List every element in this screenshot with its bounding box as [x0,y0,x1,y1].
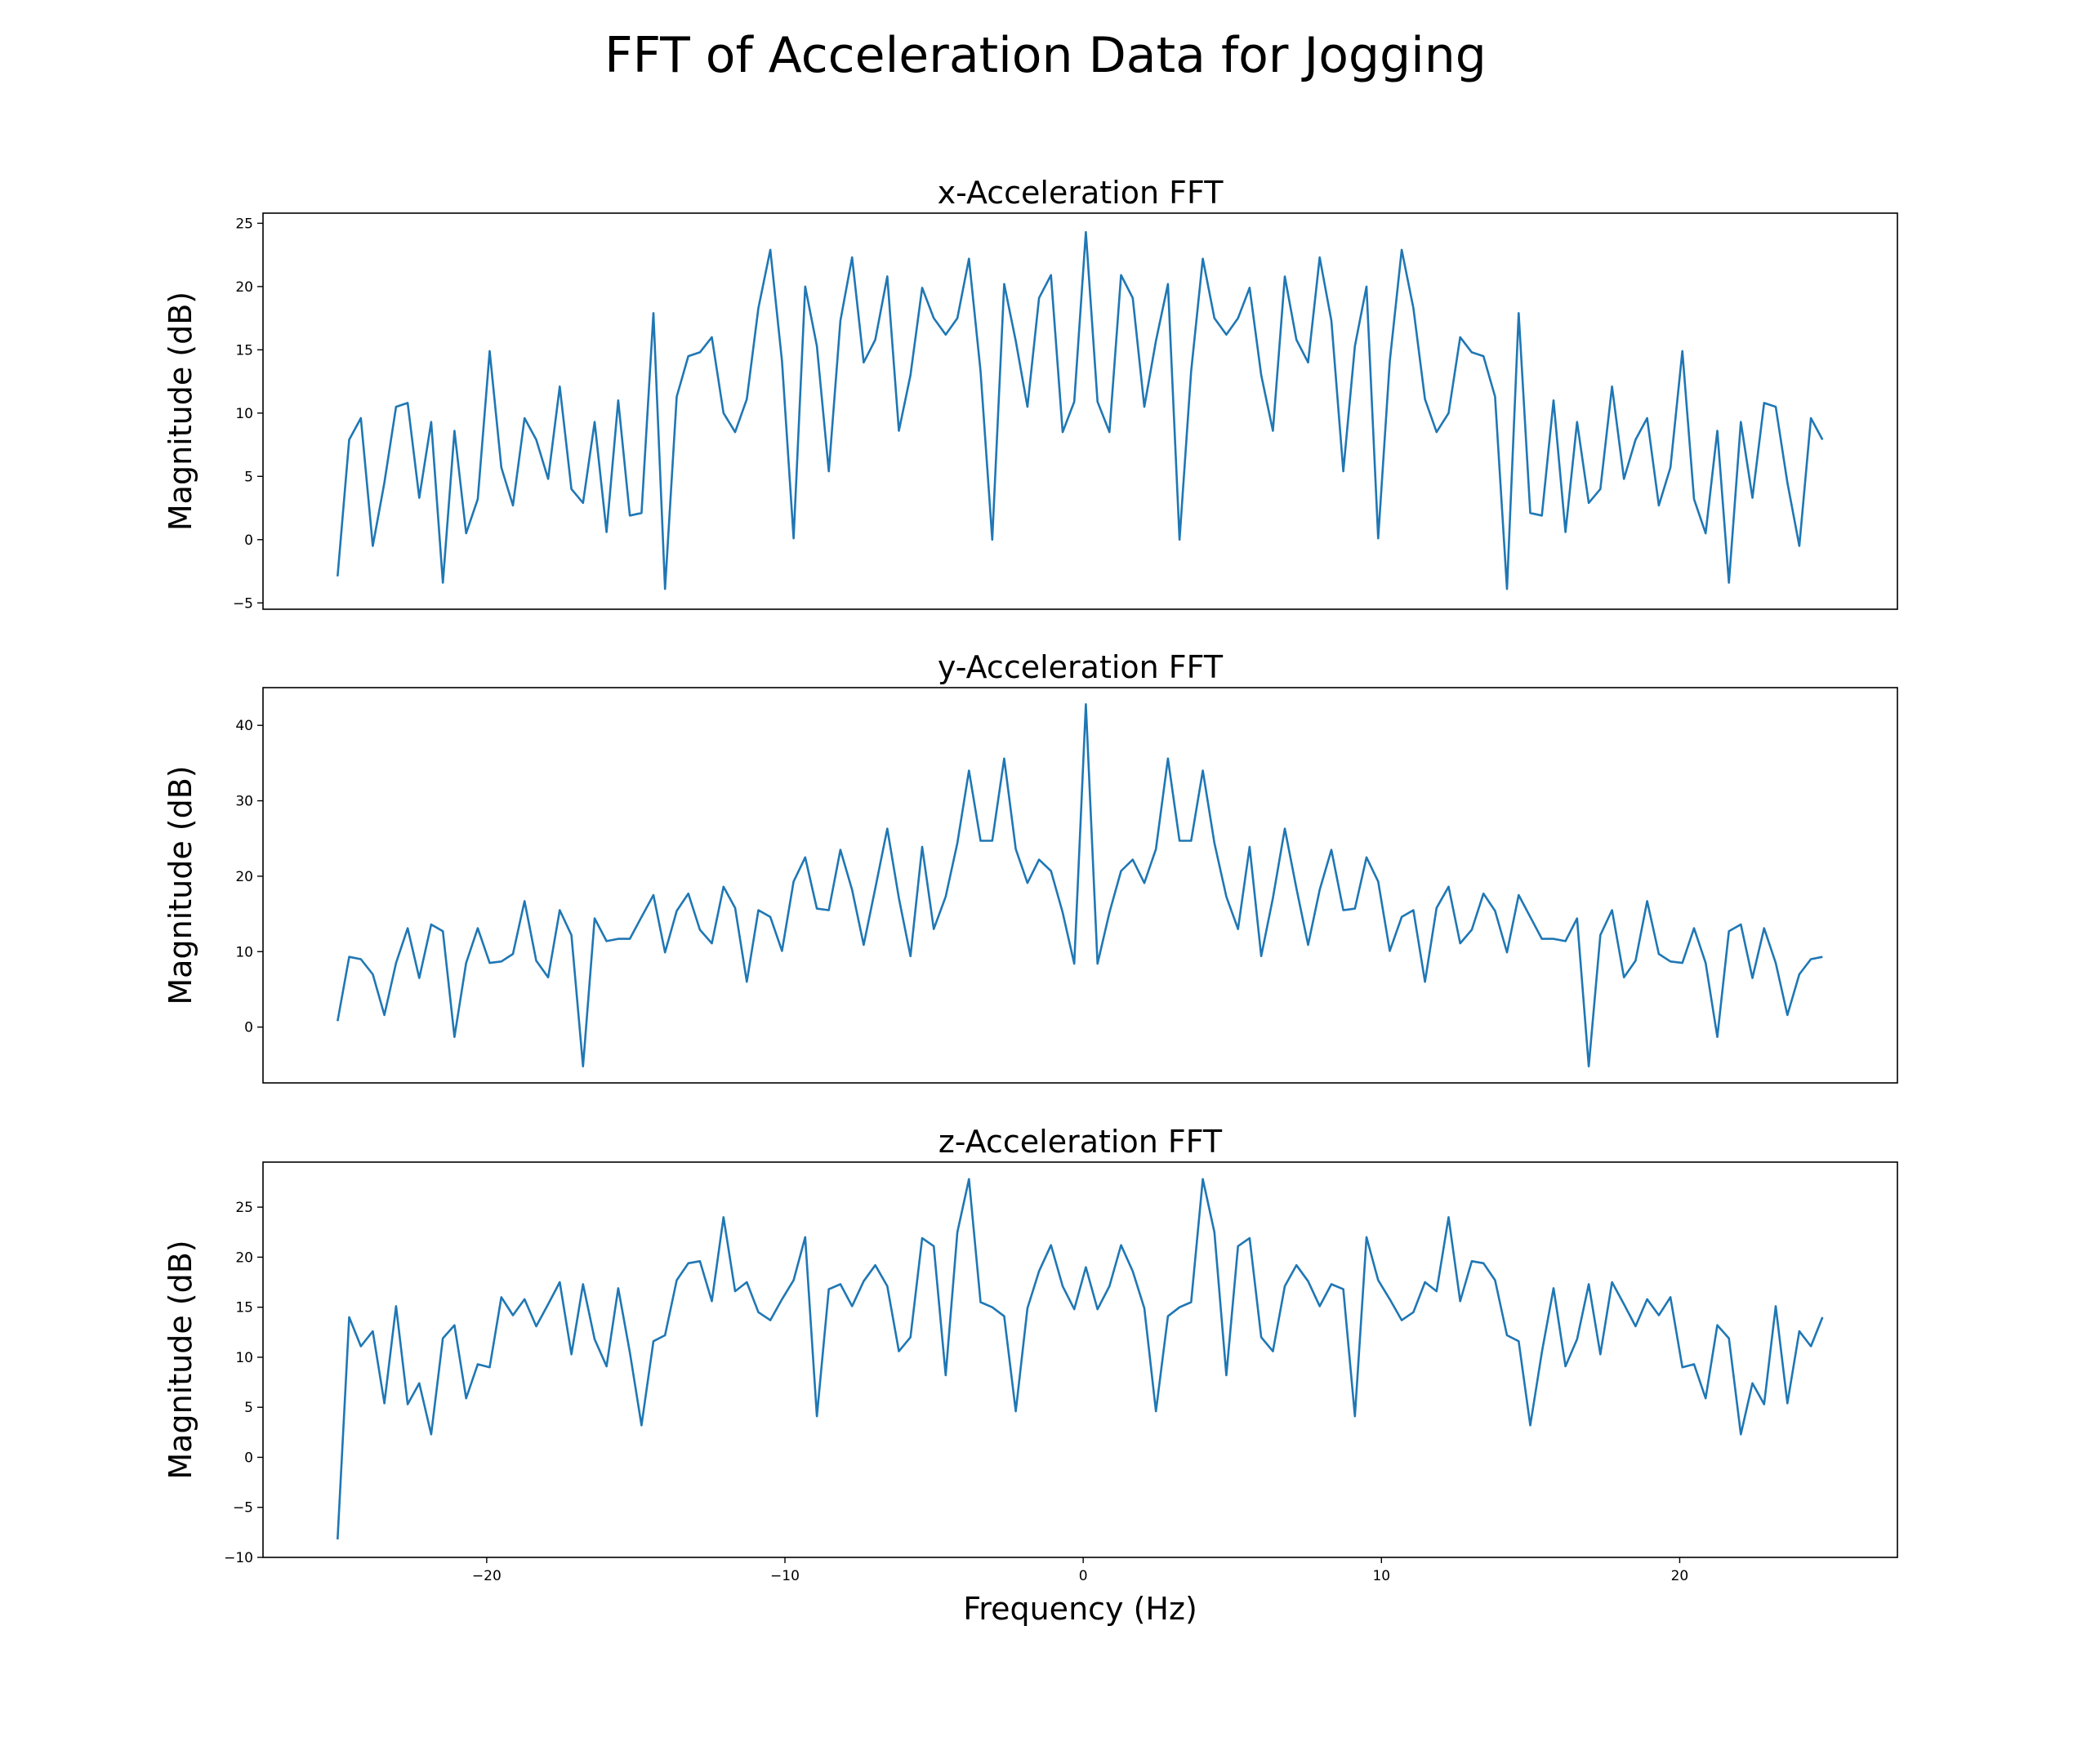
figure-title: FFT of Acceleration Data for Jogging [604,27,1487,84]
y-acceleration-ytick-label: 30 [235,794,253,810]
z-acceleration-series-line [337,1178,1824,1539]
x-acceleration-ytick-label: −5 [233,595,253,612]
z-acceleration-ytick-label: −5 [233,1500,253,1517]
x-acceleration-ytick-label: 25 [235,216,253,232]
x-acceleration-ytick-label: 0 [244,532,253,549]
y-acceleration-ytick-label: 0 [244,1020,253,1036]
z-acceleration-ylabel: Magnitude (dB) [163,1240,198,1479]
x-acceleration-panel: x-Acceleration FFT Magnitude (dB) −5 0 5 10 15… [163,175,1898,612]
z-acceleration-xtick-label: −10 [770,1568,800,1584]
x-acceleration-title: x-Acceleration FFT [938,175,1224,211]
x-acceleration-ytick-label: 20 [235,279,253,296]
x-acceleration-axes-frame [262,212,1898,610]
z-acceleration-xtick-label: 0 [1079,1568,1088,1584]
z-acceleration-axes-frame [262,1161,1898,1558]
x-acceleration-ylabel: Magnitude (dB) [163,292,198,531]
x-acceleration-ytick-label: 5 [244,469,253,485]
z-acceleration-panel: z-Acceleration FFT Magnitude (dB) −10 −5 0 5 1… [163,1124,1898,1627]
y-acceleration-title: y-Acceleration FFT [938,649,1224,685]
y-acceleration-ytick-label: 10 [235,944,253,960]
x-acceleration-ytick-label: 15 [235,342,253,359]
z-acceleration-ytick-label: 10 [235,1350,253,1366]
y-acceleration-ytick-label: 20 [235,869,253,885]
z-acceleration-ytick-label: 5 [244,1400,253,1416]
z-acceleration-ytick-label: 25 [235,1200,253,1216]
z-acceleration-xtick-label: 10 [1372,1568,1390,1584]
y-acceleration-panel: y-Acceleration FFT Magnitude (dB) 0 10 20 30 4… [163,649,1898,1084]
subplots: x-Acceleration FFT Magnitude (dB) −5 0 5 10 15… [163,175,1898,1627]
z-acceleration-xtick-label: 20 [1671,1568,1689,1584]
z-acceleration-ytick-label: −10 [224,1550,253,1566]
z-acceleration-ytick-label: 0 [244,1450,253,1466]
y-acceleration-axes-frame [262,687,1898,1084]
z-acceleration-xtick-label: −20 [472,1568,502,1584]
y-acceleration-series-line [337,702,1823,1067]
y-acceleration-ylabel: Magnitude (dB) [163,765,198,1004]
x-acceleration-ytick-label: 10 [235,406,253,422]
z-acceleration-ytick-label: 15 [235,1300,253,1316]
x-acceleration-series-line [337,230,1824,590]
z-acceleration-xlabel: Frequency (Hz) [963,1591,1197,1627]
z-acceleration-ytick-label: 20 [235,1250,253,1266]
z-acceleration-title: z-Acceleration FFT [938,1124,1223,1160]
y-acceleration-ytick-label: 40 [235,718,253,734]
